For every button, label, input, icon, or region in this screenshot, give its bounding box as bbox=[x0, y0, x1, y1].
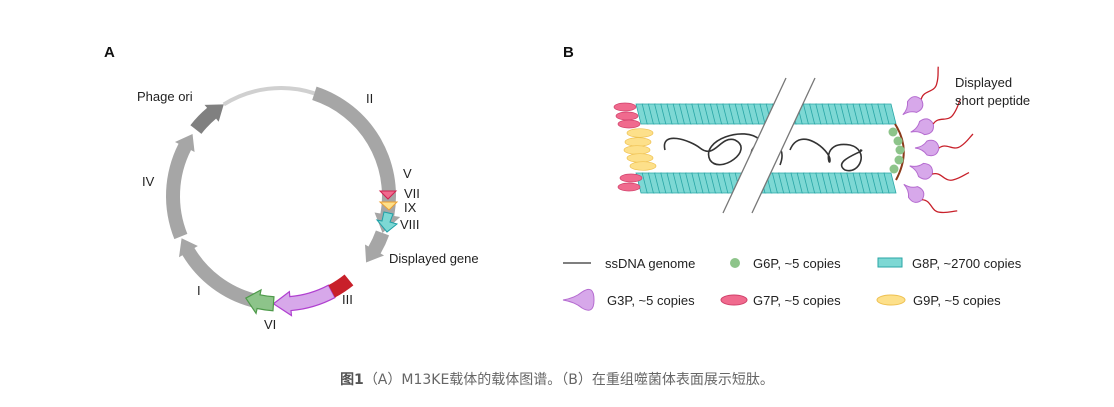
gene-vi-arrow bbox=[244, 288, 275, 315]
displayed-peptide bbox=[932, 171, 970, 181]
g3p-with-peptide bbox=[902, 66, 939, 116]
g7p-protein bbox=[615, 111, 639, 121]
gene-label-displayed-gene: Displayed gene bbox=[389, 251, 479, 266]
g3p-with-peptide bbox=[909, 162, 970, 181]
displayed-gene-block bbox=[328, 274, 354, 298]
gene-i-arrow bbox=[178, 238, 255, 308]
g9p-protein bbox=[626, 153, 654, 163]
plasmid-map bbox=[166, 86, 401, 317]
gene-viii-arrow bbox=[375, 211, 399, 233]
figure-caption: 图1（A）M13KE载体的载体图谱。（B）在重组噬菌体表面展示短肽。 bbox=[0, 369, 1114, 389]
figure-number: 图1 bbox=[340, 372, 364, 388]
break-line bbox=[751, 77, 816, 214]
g8p-subunit bbox=[883, 172, 897, 194]
gene-label-iii: III bbox=[342, 292, 353, 307]
peptide-label-line1: Displayed bbox=[955, 75, 1012, 90]
g9p-protein bbox=[623, 145, 651, 155]
g8p-legend-icon bbox=[877, 257, 903, 268]
gene-iii-arrow bbox=[272, 284, 336, 317]
legend-g8p: G8P, ~2700 copies bbox=[912, 256, 1022, 271]
g3p-protein bbox=[914, 139, 940, 157]
g7p-protein bbox=[617, 119, 641, 129]
g7p-legend-icon bbox=[720, 294, 748, 306]
g3p-protein bbox=[910, 118, 934, 136]
panel-a-label: A bbox=[104, 44, 115, 61]
displayed-peptide bbox=[938, 133, 974, 149]
gene-ii-arrow bbox=[312, 86, 401, 233]
gene-iv-arrow bbox=[166, 134, 195, 240]
gene-label-iv: IV bbox=[142, 174, 155, 189]
g9p-protein bbox=[626, 128, 654, 138]
g6p-legend-icon bbox=[730, 258, 740, 268]
break-line bbox=[722, 77, 787, 214]
g6p-protein bbox=[888, 127, 898, 137]
caption-text: （A）M13KE载体的载体图谱。（B）在重组噬菌体表面展示短肽。 bbox=[363, 372, 774, 388]
break-gap bbox=[723, 78, 815, 213]
g9p-legend-icon bbox=[876, 294, 906, 306]
g6p-protein bbox=[889, 164, 899, 174]
g3p-with-peptide bbox=[914, 133, 974, 157]
g3p-protein bbox=[909, 162, 933, 180]
legend-g7p: G7P, ~5 copies bbox=[753, 293, 841, 308]
g8p-top-band bbox=[635, 103, 897, 125]
legend-g3p: G3P, ~5 copies bbox=[607, 293, 695, 308]
g6p-protein bbox=[895, 145, 905, 155]
backbone-arc bbox=[222, 86, 315, 107]
gene-label-viii: VIII bbox=[400, 217, 420, 232]
legend-g6p: G6P, ~5 copies bbox=[753, 256, 841, 271]
gene-vii-triangle bbox=[378, 190, 398, 200]
g3p-protein bbox=[903, 183, 925, 203]
g3p-protein bbox=[902, 96, 924, 116]
gene-label-vi: VI bbox=[264, 317, 276, 332]
phage-ori-arrow bbox=[190, 104, 224, 134]
gene-v-arrow bbox=[365, 230, 390, 263]
phage-particle bbox=[613, 66, 974, 214]
gene-label-i: I bbox=[197, 283, 201, 298]
g9p-protein bbox=[624, 137, 652, 147]
g3p-with-peptide bbox=[910, 98, 962, 136]
displayed-peptide bbox=[920, 66, 939, 100]
legend: ssDNA genome G6P, ~5 copies G8P, ~2700 c… bbox=[562, 256, 1022, 311]
gene-label-phage-ori: Phage ori bbox=[137, 89, 193, 104]
g7p-protein bbox=[613, 102, 637, 112]
peptide-label-line2: short peptide bbox=[955, 93, 1030, 108]
legend-g9p: G9P, ~5 copies bbox=[913, 293, 1001, 308]
displayed-peptide bbox=[932, 98, 962, 125]
g9p-protein bbox=[629, 161, 657, 171]
g7p-protein bbox=[617, 182, 641, 192]
gene-label-vii: VII bbox=[404, 186, 420, 201]
gene-label-v: V bbox=[403, 166, 412, 181]
panel-b-label: B bbox=[563, 44, 574, 61]
gene-label-ii: II bbox=[366, 91, 373, 106]
displayed-peptide bbox=[922, 199, 958, 214]
legend-ssdna: ssDNA genome bbox=[605, 256, 695, 271]
g6p-protein bbox=[893, 136, 903, 146]
gene-label-ix: IX bbox=[404, 200, 417, 215]
g3p-legend-icon bbox=[562, 288, 595, 311]
g6p-protein bbox=[894, 155, 904, 165]
gene-ix-triangle bbox=[378, 201, 399, 211]
g7p-protein bbox=[619, 173, 643, 183]
g3p-with-peptide bbox=[903, 183, 958, 214]
